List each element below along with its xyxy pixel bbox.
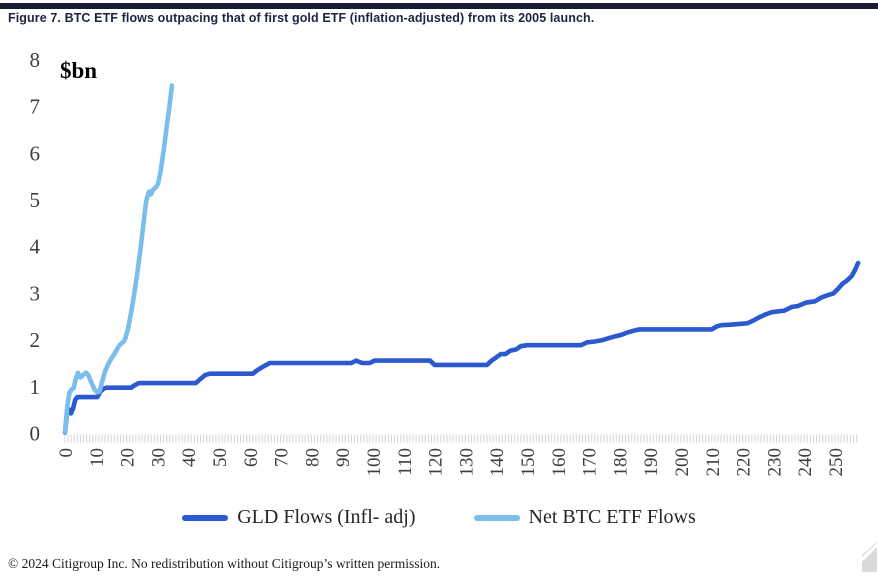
chart-legend: GLD Flows (Infl- adj) Net BTC ETF Flows (0, 506, 878, 529)
x-tick-label: 20 (118, 448, 139, 467)
figure-title: Figure 7. BTC ETF flows outpacing that o… (8, 11, 595, 25)
copyright-note: © 2024 Citigroup Inc. No redistribution … (8, 556, 441, 571)
series-line-gld (62, 260, 861, 435)
x-tick-label: 140 (487, 448, 508, 477)
x-tick-label: 250 (826, 448, 847, 477)
legend-item-gld: GLD Flows (Infl- adj) (182, 506, 416, 529)
x-tick-label: 100 (364, 448, 385, 477)
x-tick-label: 230 (764, 448, 785, 477)
x-tick-label: 70 (272, 448, 293, 467)
y-tick-label: 2 (30, 328, 41, 352)
gld-line-swatch (182, 514, 229, 521)
btc-line-swatch (473, 514, 520, 521)
x-tick-label: 150 (518, 448, 539, 477)
y-tick-label: 8 (30, 48, 41, 72)
y-tick-label: 5 (30, 188, 41, 212)
x-tick-label: 80 (302, 448, 323, 467)
x-tick-label: 110 (395, 448, 416, 476)
x-tick-label: 120 (426, 448, 447, 477)
x-tick-label: 200 (672, 448, 693, 477)
legend-label-gld: GLD Flows (Infl- adj) (237, 506, 416, 528)
x-tick-label: 0 (56, 448, 77, 458)
legend-label-btc: Net BTC ETF Flows (528, 506, 696, 528)
x-tick-label: 240 (795, 448, 816, 477)
y-tick-label: 0 (30, 422, 41, 446)
x-tick-label: 40 (179, 448, 200, 467)
y-tick-label: 6 (30, 141, 41, 165)
x-tick-label: 90 (333, 448, 354, 467)
x-tick-label: 190 (641, 448, 662, 477)
y-tick-label: 3 (30, 281, 41, 305)
series-line-btc (62, 83, 175, 435)
x-tick-label: 180 (610, 448, 631, 477)
citi-velocity-logo-icon (860, 542, 877, 572)
y-axis-unit-label: $bn (60, 58, 97, 83)
x-tick-label: 130 (456, 448, 477, 477)
chart-canvas: 0 1 2 3 4 5 6 7 8 $bn 0 10 20 30 40 50 60 70 80 90 100 110 120… (30, 48, 861, 477)
top-accent-bar (0, 3, 878, 9)
x-tick-label: 10 (87, 448, 108, 467)
y-tick-label: 1 (30, 375, 41, 399)
y-tick-label: 4 (30, 235, 41, 259)
legend-item-btc: Net BTC ETF Flows (473, 506, 696, 529)
x-tick-label: 220 (734, 448, 755, 477)
x-tick-label: 170 (580, 448, 601, 477)
y-tick-label: 7 (30, 95, 41, 119)
x-tick-label: 60 (241, 448, 262, 467)
x-tick-label: 210 (703, 448, 724, 477)
x-tick-label: 160 (549, 448, 570, 477)
x-tick-label: 50 (210, 448, 231, 467)
x-tick-label: 30 (148, 448, 169, 467)
